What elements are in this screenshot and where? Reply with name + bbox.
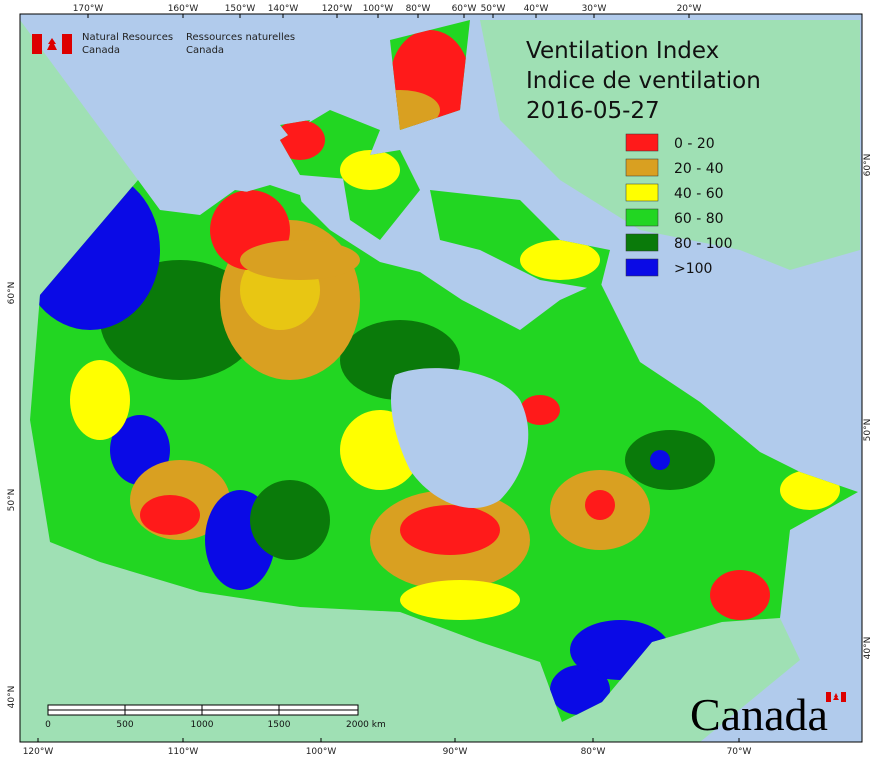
legend-swatch xyxy=(625,158,659,177)
longitude-label: 150°W xyxy=(225,4,256,14)
canada-wordmark: Canada xyxy=(690,689,846,740)
legend-swatch xyxy=(625,258,659,277)
longitude-label: 100°W xyxy=(363,4,394,14)
longitude-label: 100°W xyxy=(306,747,337,757)
longitude-label: 30°W xyxy=(582,4,607,14)
greenland xyxy=(480,20,860,270)
latitude-label: 50°N xyxy=(863,419,873,442)
title-fr: Indice de ventilation xyxy=(526,68,761,94)
wordmark-text: Canada xyxy=(690,689,828,740)
flag-bar xyxy=(826,692,831,702)
flag-leaf xyxy=(47,38,57,50)
longitude-label: 40°W xyxy=(524,4,549,14)
flag-bar xyxy=(32,34,42,54)
latitude-label: 50°N xyxy=(7,489,17,512)
legend-swatch xyxy=(625,183,659,202)
legend-swatch xyxy=(625,133,659,152)
longitude-label: 60°W xyxy=(452,4,477,14)
latitude-label: 60°N xyxy=(863,154,873,177)
flag-bar xyxy=(841,692,846,702)
longitude-label: 50°W xyxy=(481,4,506,14)
title-en: Ventilation Index xyxy=(526,38,719,64)
agency-fr: Canada xyxy=(186,45,224,56)
longitude-label: 20°W xyxy=(677,4,702,14)
scale-label: 0 xyxy=(45,720,51,730)
scale-label: 1000 xyxy=(191,720,214,730)
agency-en: Natural Resources xyxy=(82,32,173,43)
flag-bar xyxy=(62,34,72,54)
scale-bar-segment xyxy=(201,704,280,711)
latitude-label: 40°N xyxy=(7,686,17,709)
legend-label: 40 - 60 xyxy=(674,186,724,202)
scale-bar-segment xyxy=(47,704,126,711)
longitude-label: 80°W xyxy=(581,747,606,757)
scale-label: 2000 km xyxy=(346,720,386,730)
longitude-label: 140°W xyxy=(268,4,299,14)
legend-label: 20 - 40 xyxy=(674,161,724,177)
legend-label: >100 xyxy=(674,261,712,277)
scale-label: 1500 xyxy=(268,720,291,730)
longitude-label: 80°W xyxy=(406,4,431,14)
scale-label: 500 xyxy=(116,720,133,730)
longitude-label: 120°W xyxy=(322,4,353,14)
longitude-label: 170°W xyxy=(73,4,104,14)
legend-label: 60 - 80 xyxy=(674,211,724,227)
legend-swatch xyxy=(625,208,659,227)
scale-bar-segment xyxy=(278,709,359,716)
latitude-label: 40°N xyxy=(863,637,873,660)
nrcan-signature: Natural Resources Canada Ressources natu… xyxy=(32,32,295,56)
flag-leaf xyxy=(833,693,839,700)
longitude-label: 110°W xyxy=(168,747,199,757)
map-date: 2016-05-27 xyxy=(526,98,660,124)
latitude-label: 60°N xyxy=(7,282,17,305)
agency-en: Canada xyxy=(82,45,120,56)
longitude-label: 160°W xyxy=(168,4,199,14)
longitude-label: 120°W xyxy=(23,747,54,757)
longitude-label: 90°W xyxy=(443,747,468,757)
united-states xyxy=(20,260,800,742)
legend-label: 80 - 100 xyxy=(674,236,733,252)
scale-bar xyxy=(47,704,359,716)
map-frame xyxy=(19,13,863,743)
agency-fr: Ressources naturelles xyxy=(186,32,295,43)
scale-bar-segment xyxy=(124,709,203,716)
hudson-bay xyxy=(390,368,529,509)
legend-swatch xyxy=(625,233,659,252)
alaska xyxy=(20,20,138,295)
legend-label: 0 - 20 xyxy=(674,136,715,152)
longitude-label: 70°W xyxy=(727,747,752,757)
